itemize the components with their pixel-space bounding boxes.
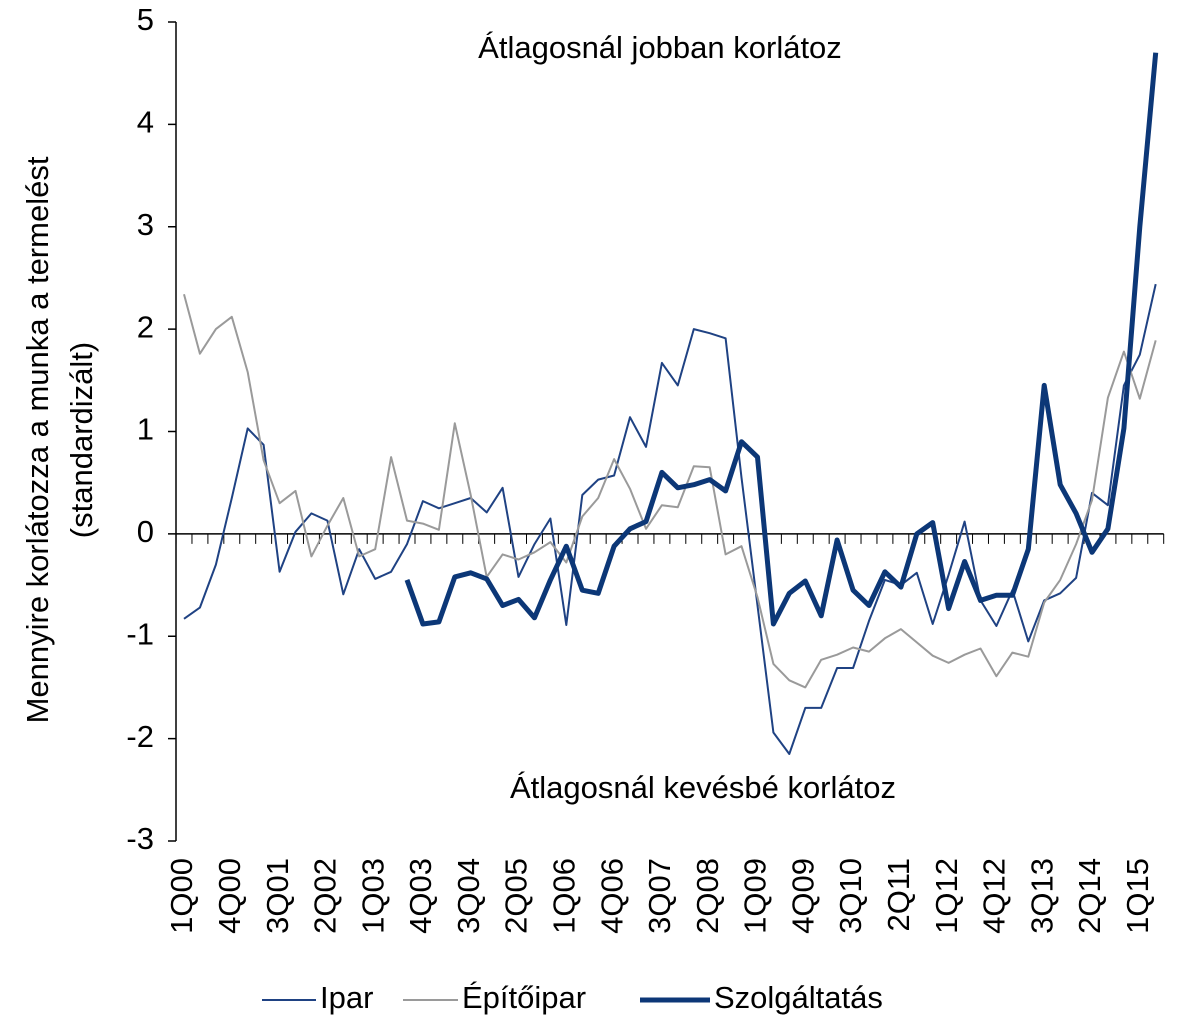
y-tick-label: -3: [126, 821, 154, 856]
x-tick-label: 3Q10: [833, 858, 868, 934]
x-tick-label: 2Q14: [1072, 858, 1107, 934]
x-tick-label: 2Q05: [499, 858, 534, 934]
series-line: [183, 283, 1157, 755]
x-tick-label: 1Q00: [164, 858, 199, 934]
y-tick-label: 2: [137, 309, 154, 344]
x-tick-label: 3Q04: [451, 858, 486, 934]
legend-label: Ipar: [320, 980, 373, 1015]
x-tick-label: 2Q02: [308, 858, 343, 934]
x-tick-label: 4Q09: [785, 858, 820, 934]
y-axis-label: (standardizált): [64, 342, 99, 538]
series-line: [404, 52, 1159, 627]
series-line: [183, 294, 1157, 689]
x-tick-label: 4Q06: [594, 858, 629, 934]
x-tick-label: 1Q03: [355, 858, 390, 934]
x-tick-label: 4Q03: [403, 858, 438, 934]
x-tick-label: 1Q06: [547, 858, 582, 934]
x-tick-label: 3Q07: [642, 858, 677, 934]
annotation: Átlagosnál kevésbé korlátoz: [510, 770, 896, 805]
x-tick-label: 1Q09: [738, 858, 773, 934]
x-tick-label: 4Q12: [977, 858, 1012, 934]
legend-label: Építőipar: [462, 980, 586, 1015]
y-tick-label: 5: [137, 2, 154, 37]
x-tick-label: 2Q08: [690, 858, 725, 934]
y-tick-label: 3: [137, 207, 154, 242]
x-tick-label: 1Q15: [1120, 858, 1155, 934]
y-tick-label: -1: [126, 616, 154, 651]
y-tick-label: 1: [137, 412, 154, 447]
y-axis-label: Mennyire korlátozza a munka a termelést: [20, 156, 55, 723]
y-tick-label: 0: [137, 514, 154, 549]
annotation: Átlagosnál jobban korlátoz: [478, 30, 842, 65]
y-tick-label: 4: [137, 105, 154, 140]
x-tick-label: 4Q00: [212, 858, 247, 934]
x-tick-label: 3Q13: [1024, 858, 1059, 934]
y-tick-label: -2: [126, 719, 154, 754]
x-tick-label: 2Q11: [881, 858, 916, 932]
legend-label: Szolgáltatás: [714, 980, 883, 1015]
x-tick-label: 3Q01: [260, 858, 295, 934]
x-tick-label: 1Q12: [929, 858, 964, 934]
